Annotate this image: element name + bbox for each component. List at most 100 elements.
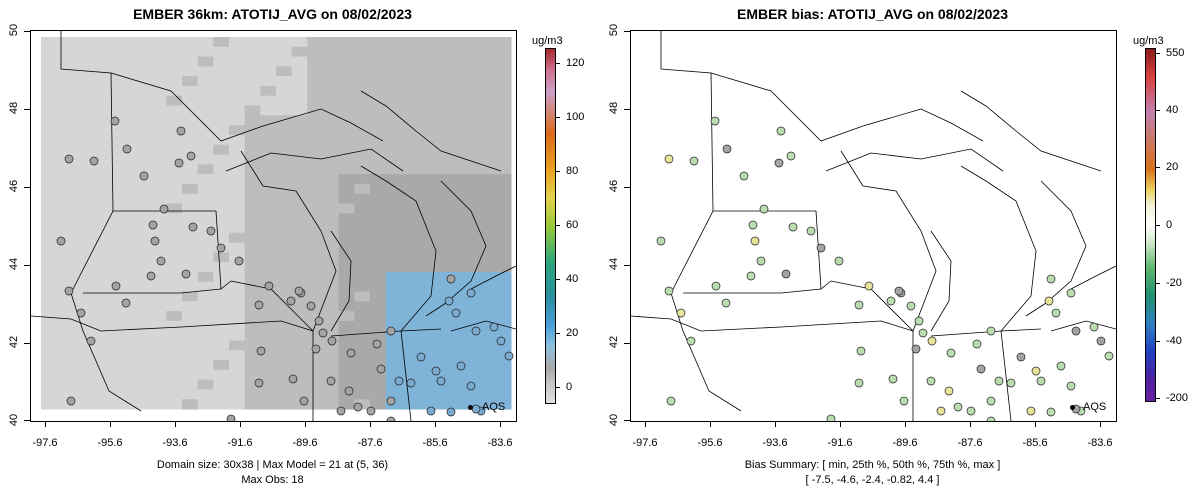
model-grid-cell [370, 350, 387, 361]
model-grid-cell [464, 242, 481, 253]
model-grid-cell [291, 85, 308, 97]
bias-station-marker [972, 339, 982, 349]
model-grid-cell [182, 291, 199, 302]
model-grid-cell [150, 389, 167, 400]
model-grid-cell [135, 399, 152, 410]
model-grid-cell [41, 311, 58, 322]
model-grid-cell [88, 46, 105, 58]
bias-station-marker [886, 296, 896, 306]
model-grid-cell [197, 242, 214, 253]
model-station-marker [466, 288, 476, 298]
model-grid-cell [135, 369, 152, 381]
model-grid-cell [260, 193, 277, 204]
model-panel: EMBER 36km: ATOTIJ_AVG on 08/02/2023 50 … [8, 6, 585, 486]
model-grid-cell [103, 37, 120, 48]
model-grid-cell [56, 183, 73, 195]
model-grid-cell [41, 281, 58, 293]
model-grid-cell [432, 203, 449, 214]
model-grid-cell [276, 174, 293, 185]
bias-station-marker [888, 374, 898, 384]
model-grid-cell [307, 134, 324, 146]
model-grid-cell [354, 262, 371, 273]
model-grid-cell [56, 164, 73, 175]
model-grid-cell [197, 301, 214, 312]
model-grid-cell [72, 105, 89, 116]
model-grid-cell [41, 291, 58, 302]
model-grid-cell [417, 262, 434, 273]
model-grid-cell [448, 350, 465, 361]
y-tick-mark [624, 31, 630, 32]
model-grid-cell [166, 95, 183, 107]
model-grid-cell [150, 164, 167, 175]
model-grid-cell [495, 350, 512, 361]
x-tick-label: -87.6 [957, 437, 983, 449]
model-grid-cell [385, 125, 402, 136]
model-station-marker [444, 296, 454, 306]
model-grid-cell [307, 203, 324, 214]
model-grid-cell [307, 223, 324, 234]
model-grid-cell [464, 66, 481, 77]
model-station-marker [431, 366, 441, 376]
model-grid-cell [276, 125, 293, 136]
model-station-marker [206, 226, 216, 236]
model-grid-cell [354, 183, 371, 195]
model-station-marker [456, 361, 466, 371]
x-tick-mark [110, 421, 111, 427]
model-grid-cell [291, 379, 308, 390]
bias-station-marker [806, 226, 816, 236]
y-tick-label: 42 [8, 335, 20, 349]
model-grid-cell [479, 291, 496, 302]
bias-border-line [930, 328, 1042, 337]
y-tick-mark [24, 420, 30, 421]
model-grid-cell [432, 320, 449, 332]
model-grid-cell [448, 223, 465, 234]
model-station-marker [150, 236, 160, 246]
model-grid-cell [338, 242, 355, 253]
y-tick-label: 48 [608, 101, 620, 115]
model-grid-cell [323, 232, 340, 244]
bias-border-line [960, 165, 1037, 332]
model-grid-cell [464, 320, 481, 332]
model-grid-cell [229, 369, 246, 381]
model-grid-cell [72, 203, 89, 214]
model-grid-cell [401, 271, 418, 283]
model-grid-cell [182, 252, 199, 263]
model-grid-cell [354, 66, 371, 77]
model-grid-cell [182, 193, 199, 204]
model-grid-cell [417, 76, 434, 87]
model-grid-cell [41, 183, 58, 195]
model-grid-cell [464, 271, 481, 283]
model-grid-cell [244, 399, 261, 410]
model-grid-cell [166, 66, 183, 77]
model-grid-cell [41, 144, 58, 155]
model-grid-cell [417, 311, 434, 322]
model-grid-cell [229, 311, 246, 322]
model-grid-cell [150, 115, 167, 126]
model-grid-cell [150, 281, 167, 293]
model-grid-cell [291, 242, 308, 253]
model-grid-cell [479, 174, 496, 185]
model-grid-cell [182, 262, 199, 273]
model-grid-cell [103, 311, 120, 322]
model-grid-cell [417, 193, 434, 204]
model-grid-cell [119, 66, 136, 77]
model-grid-cell [370, 154, 387, 165]
model-grid-cell [370, 281, 387, 293]
colorbar-tick-label: 100 [566, 111, 585, 123]
model-grid-cell [495, 174, 512, 185]
model-station-marker [181, 269, 191, 279]
model-grid-cell [229, 134, 246, 146]
model-grid-cell [119, 311, 136, 322]
model-grid-cell [166, 154, 183, 165]
model-station-marker [216, 243, 226, 253]
bias-station-marker [986, 326, 996, 336]
model-station-marker [504, 351, 514, 361]
model-grid-cell [229, 379, 246, 390]
model-border-line [360, 165, 437, 332]
model-grid-cell [244, 193, 261, 204]
model-grid-cell [495, 66, 512, 77]
model-grid-cell [150, 291, 167, 302]
colorbar-tick-label: 20 [1166, 161, 1179, 173]
model-grid-cell [276, 281, 293, 293]
model-grid-cell [385, 281, 402, 293]
